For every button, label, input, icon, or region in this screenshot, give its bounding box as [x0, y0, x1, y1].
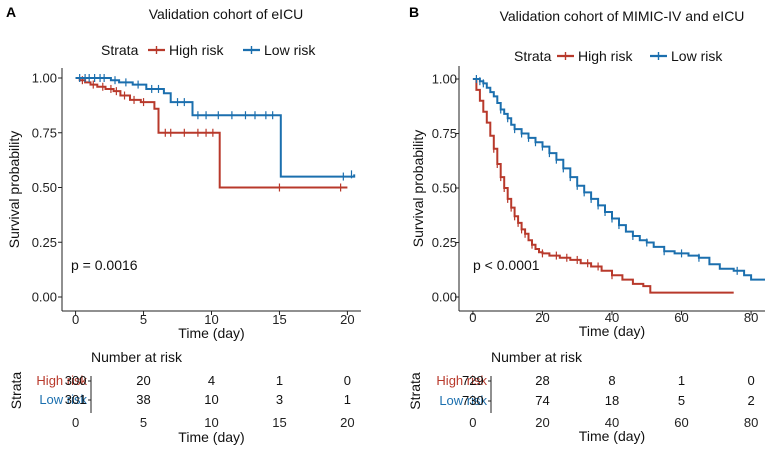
legend-item-high: High risk: [557, 48, 633, 64]
risk-row-label-high: High risk: [436, 373, 487, 388]
risk-x-tick-label: 5: [140, 415, 147, 430]
risk-x-tick-label: 20: [340, 415, 354, 430]
legend-label: Low risk: [671, 48, 723, 64]
panel-letter: A: [6, 4, 16, 20]
y-tick-label: 0.25: [432, 235, 457, 250]
legend-item-low: Low risk: [243, 42, 316, 58]
x-tick-label: 40: [605, 310, 619, 325]
legend-label: High risk: [578, 48, 633, 64]
risk-count: 0: [747, 373, 754, 388]
p-value: p < 0.0001: [473, 257, 540, 273]
risk-count: 2: [747, 393, 754, 408]
legend-label: High risk: [169, 42, 224, 58]
km-panel-a: A Validation cohort of eICU Strata High ris…: [6, 4, 361, 445]
legend-item-low: Low risk: [650, 48, 723, 64]
survival-curve-low: [75, 77, 356, 178]
risk-x-tick-label: 15: [272, 415, 286, 430]
survival-curve-high: [75, 77, 348, 189]
risk-count: 74: [535, 393, 549, 408]
y-tick-label: 1.00: [32, 71, 57, 86]
km-panel-b: B Validation cohort of MIMIC-IV and eICU S…: [407, 4, 765, 444]
y-tick-label: 0.50: [32, 180, 57, 195]
series-low: [75, 74, 356, 181]
risk-count: 3: [276, 392, 283, 407]
risk-x-tick-label: 80: [744, 415, 758, 430]
risk-count: 300: [65, 373, 87, 388]
risk-count: 5: [678, 393, 685, 408]
y-tick-label: 0.75: [32, 125, 57, 140]
y-tick-label: 0.00: [32, 290, 57, 305]
x-tick-label: 20: [535, 310, 549, 325]
risk-count: 730: [462, 393, 484, 408]
risk-x-axis-label: Time (day): [579, 428, 645, 444]
risk-table-title: Number at risk: [91, 349, 183, 365]
x-tick-label: 20: [340, 312, 354, 327]
legend: Strata High risk Low risk: [101, 42, 316, 58]
x-tick-label: 60: [674, 310, 688, 325]
risk-count: 0: [344, 373, 351, 388]
series-high: [75, 76, 348, 192]
risk-table-strata-label: Strata: [407, 372, 423, 410]
risk-x-tick-label: 0: [469, 415, 476, 430]
legend-title: Strata: [101, 42, 139, 58]
risk-x-tick-label: 0: [72, 415, 79, 430]
y-tick-label: 1.00: [432, 72, 457, 87]
risk-count: 301: [65, 392, 87, 407]
chart-title: Validation cohort of eICU: [149, 6, 304, 22]
risk-count: 38: [136, 392, 150, 407]
x-axis-label: Time (day): [178, 325, 244, 341]
risk-count: 10: [204, 392, 218, 407]
risk-row-label-low: Low risk: [39, 392, 87, 407]
y-axis-label: Survival probability: [410, 130, 426, 248]
y-axis-label: Survival probability: [6, 131, 22, 249]
legend-item-high: High risk: [148, 42, 224, 58]
series-low: [472, 75, 765, 281]
risk-count: 1: [678, 373, 685, 388]
risk-x-tick-label: 40: [605, 415, 619, 430]
y-tick-label: 0.00: [432, 290, 457, 305]
x-tick-label: 5: [140, 312, 147, 327]
risk-count: 8: [608, 373, 615, 388]
risk-count: 18: [605, 393, 619, 408]
risk-count: 729: [462, 373, 484, 388]
legend: Strata High risk Low risk: [514, 48, 723, 64]
p-value: p = 0.0016: [71, 257, 138, 273]
survival-curve-high: [472, 78, 734, 294]
x-tick-label: 15: [272, 312, 286, 327]
x-tick-label: 10: [204, 312, 218, 327]
risk-row-label-high: High risk: [36, 373, 87, 388]
risk-table-title: Number at risk: [491, 349, 583, 365]
risk-x-axis-label: Time (day): [178, 429, 244, 445]
survival-curve-low: [472, 78, 765, 281]
risk-count: 28: [535, 373, 549, 388]
x-axis-label: Time (day): [579, 323, 645, 339]
x-tick-label: 80: [744, 310, 758, 325]
risk-count: 4: [208, 373, 215, 388]
y-tick-label: 0.75: [432, 126, 457, 141]
risk-x-tick-label: 20: [535, 415, 549, 430]
risk-row-label-low: Low risk: [439, 393, 487, 408]
chart-title: Validation cohort of MIMIC-IV and eICU: [500, 8, 745, 24]
y-tick-label: 0.25: [32, 235, 57, 250]
risk-x-tick-label: 10: [204, 415, 218, 430]
panel-letter: B: [409, 4, 419, 20]
risk-x-tick-label: 60: [674, 415, 688, 430]
risk-count: 1: [344, 392, 351, 407]
y-tick-label: 0.50: [432, 181, 457, 196]
legend-title: Strata: [514, 48, 552, 64]
risk-count: 1: [276, 373, 283, 388]
risk-table-strata-label: Strata: [8, 372, 24, 410]
x-tick-label: 0: [469, 310, 476, 325]
series-high: [472, 78, 734, 294]
x-tick-label: 0: [72, 312, 79, 327]
legend-label: Low risk: [264, 42, 316, 58]
risk-count: 20: [136, 373, 150, 388]
